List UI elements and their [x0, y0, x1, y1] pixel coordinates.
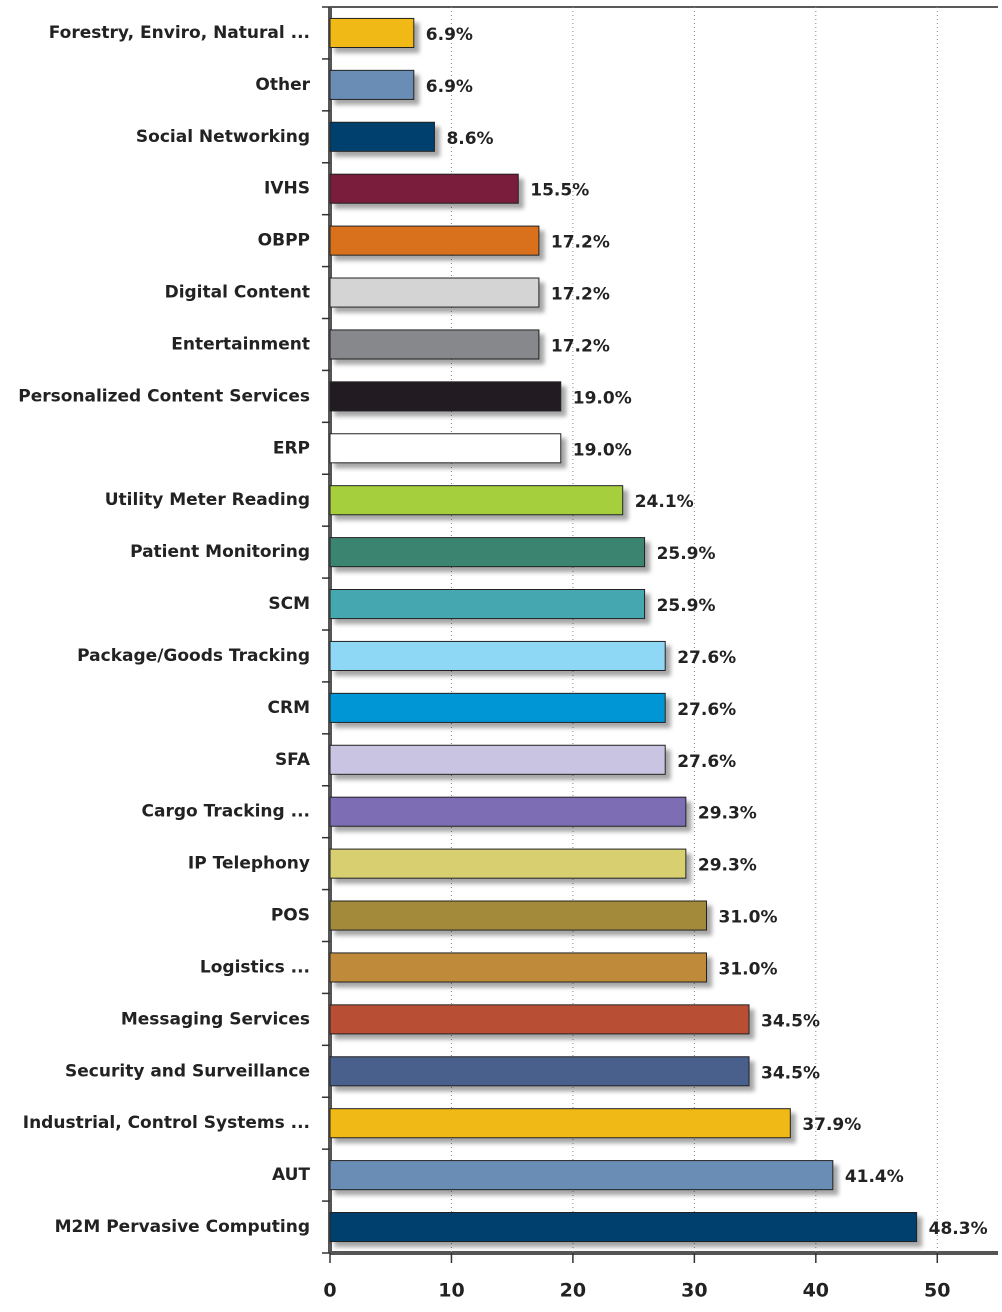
value-label: 17.2%	[551, 336, 610, 356]
category-label: Personalized Content Services	[18, 386, 310, 406]
value-label: 24.1%	[635, 492, 694, 512]
category-label: Social Networking	[136, 127, 310, 147]
x-tick-label: 0	[323, 1280, 336, 1302]
value-label: 29.3%	[698, 856, 757, 876]
bar	[329, 537, 646, 568]
category-label: Digital Content	[165, 283, 310, 303]
category-label: Entertainment	[171, 334, 310, 354]
category-label: IP Telephony	[188, 854, 310, 874]
category-label: Cargo Tracking ...	[142, 802, 310, 822]
category-label: SFA	[275, 750, 311, 770]
bar	[329, 848, 687, 879]
value-label: 19.0%	[573, 388, 632, 408]
bar	[329, 17, 415, 48]
x-tick-label: 50	[924, 1280, 950, 1302]
category-label: AUT	[272, 1165, 310, 1185]
value-label: 34.5%	[761, 1063, 820, 1083]
category-label: ERP	[273, 438, 310, 458]
bar	[329, 433, 562, 464]
value-label: 6.9%	[426, 77, 473, 97]
value-label: 37.9%	[802, 1115, 861, 1135]
category-label: Messaging Services	[121, 1009, 310, 1029]
value-label: 6.9%	[426, 25, 473, 45]
bar	[329, 952, 708, 983]
category-label: Package/Goods Tracking	[77, 646, 310, 666]
bar	[329, 900, 708, 931]
bar	[329, 69, 415, 100]
bar	[329, 1056, 750, 1087]
category-label: SCM	[268, 594, 310, 614]
bar	[329, 381, 562, 412]
value-label: 31.0%	[719, 959, 778, 979]
bar	[329, 485, 624, 516]
x-tick-label: 30	[681, 1280, 707, 1302]
category-label: Forestry, Enviro, Natural ...	[49, 23, 310, 43]
value-label: 48.3%	[929, 1219, 988, 1239]
bar	[329, 796, 687, 827]
bar	[329, 329, 540, 360]
bar	[329, 744, 666, 775]
value-label: 25.9%	[657, 596, 716, 616]
value-label: 29.3%	[698, 804, 757, 824]
category-label: POS	[271, 906, 310, 926]
value-label: 34.5%	[761, 1011, 820, 1031]
bar	[329, 692, 666, 723]
bar	[329, 225, 540, 256]
value-label: 27.6%	[677, 700, 736, 720]
bar	[329, 1212, 918, 1243]
value-label: 8.6%	[446, 129, 493, 149]
category-label: M2M Pervasive Computing	[55, 1217, 310, 1237]
bar	[329, 1108, 791, 1139]
bar	[329, 121, 435, 152]
category-label: Patient Monitoring	[130, 542, 310, 562]
category-label: IVHS	[264, 179, 310, 199]
category-label: Security and Surveillance	[65, 1061, 310, 1081]
bar	[329, 1160, 834, 1191]
value-label: 27.6%	[677, 752, 736, 772]
value-label: 25.9%	[657, 544, 716, 564]
category-label: Utility Meter Reading	[105, 490, 310, 510]
category-label: Industrial, Control Systems ...	[23, 1113, 310, 1133]
value-label: 15.5%	[530, 181, 589, 201]
category-label: OBPP	[258, 231, 310, 251]
value-label: 27.6%	[677, 648, 736, 668]
bar	[329, 589, 646, 620]
bar	[329, 277, 540, 308]
category-label: Logistics ...	[200, 957, 310, 977]
category-label: Other	[255, 75, 310, 95]
bar	[329, 640, 666, 671]
category-label: CRM	[268, 698, 310, 718]
value-label: 41.4%	[845, 1167, 904, 1187]
x-tick-label: 10	[438, 1280, 464, 1302]
value-label: 17.2%	[551, 233, 610, 253]
value-label: 19.0%	[573, 440, 632, 460]
bar	[329, 1004, 750, 1035]
bar	[329, 173, 519, 204]
x-tick-label: 40	[803, 1280, 829, 1302]
x-tick-label: 20	[560, 1280, 586, 1302]
value-label: 17.2%	[551, 285, 610, 305]
value-label: 31.0%	[719, 908, 778, 928]
